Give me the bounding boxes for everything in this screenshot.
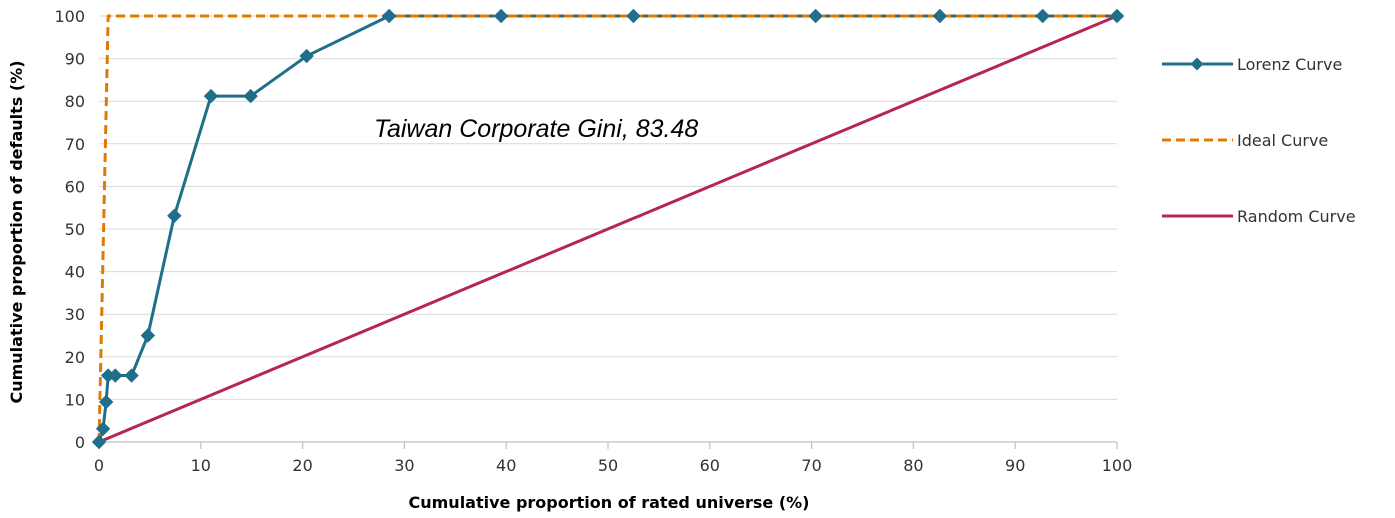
x-tick-label: 80: [903, 456, 923, 475]
lorenz-point-marker: [626, 8, 641, 24]
gini-annotation: Taiwan Corporate Gini, 83.48: [374, 115, 698, 143]
x-tick-label: 90: [1005, 456, 1025, 475]
lorenz-point-marker: [167, 208, 182, 224]
y-tick-label: 100: [54, 7, 85, 26]
x-tick-label: 40: [496, 456, 516, 475]
legend-label: Lorenz Curve: [1237, 55, 1342, 74]
x-tick-label: 50: [598, 456, 618, 475]
x-tick-label: 100: [1102, 456, 1133, 475]
y-tick-label: 70: [65, 135, 85, 154]
series-line-ideal-curve: [97, 14, 1117, 443]
series-markers: [91, 8, 1125, 450]
x-tick-label: 60: [700, 456, 720, 475]
y-tick-label: 50: [65, 220, 85, 239]
lorenz-point-marker: [808, 8, 823, 24]
y-tick-label: 60: [65, 177, 85, 196]
y-tick-label: 20: [65, 348, 85, 367]
x-tick-label: 10: [191, 456, 211, 475]
lorenz-point-marker: [91, 434, 107, 450]
y-tick-label: 30: [65, 305, 85, 324]
y-tick-label: 40: [65, 263, 85, 282]
y-tick-label: 80: [65, 92, 85, 111]
x-tick-label: 0: [94, 456, 104, 475]
text-labels: 0 10 20 30 40 50 60 70 80 90 100 0 10 20 30 40 50 60 70 80 9…: [7, 7, 1132, 512]
x-axis-title: Cumulative proportion of rated universe …: [409, 493, 810, 512]
legend-label: Random Curve: [1237, 207, 1356, 226]
lorenz-point-marker: [381, 8, 397, 24]
x-tick-label: 30: [394, 456, 414, 475]
legend-marker-icon: [1190, 57, 1204, 71]
gridlines: [99, 15, 1117, 400]
series-line-random-curve: [98, 14, 1118, 444]
lorenz-point-marker: [299, 48, 314, 64]
y-tick-label: 90: [65, 50, 85, 69]
lorenz-point-marker: [140, 328, 156, 343]
lorenz-point-marker: [1109, 8, 1125, 24]
lorenz-point-marker: [932, 8, 948, 24]
lorenz-point-marker: [243, 88, 258, 104]
lorenz-point-marker: [1035, 8, 1050, 24]
axes: [98, 441, 1118, 449]
y-tick-label: 10: [65, 390, 85, 409]
lorenz-point-marker: [124, 368, 139, 383]
y-tick-label: 0: [75, 433, 85, 452]
x-tick-label: 70: [801, 456, 821, 475]
legend-label: Ideal Curve: [1237, 131, 1328, 150]
lorenz-point-marker: [203, 88, 219, 104]
lorenz-point-marker: [95, 421, 111, 437]
x-tick-label: 20: [292, 456, 312, 475]
legend: Lorenz Curve Ideal Curve Random Curve: [1162, 55, 1356, 226]
lorenz-point-marker: [493, 8, 509, 24]
lorenz-point-marker: [98, 394, 114, 410]
y-axis-title: Cumulative proportion of defaults (%): [7, 60, 26, 403]
lorenz-point-marker: [108, 368, 123, 383]
